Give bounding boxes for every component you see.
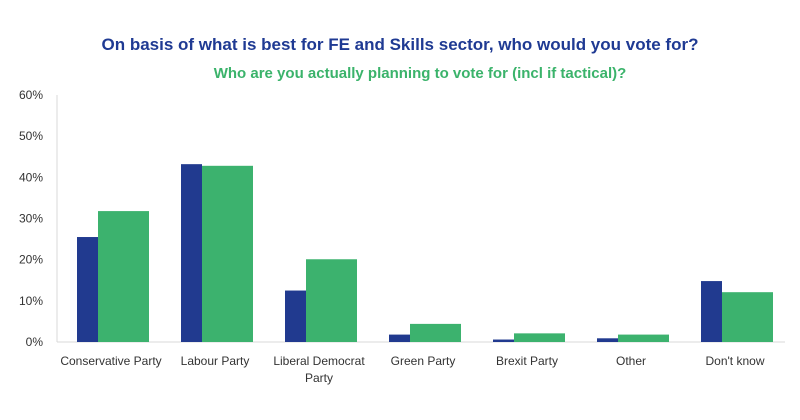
bar-series2: [98, 211, 149, 342]
x-tick-label: Brexit Party: [496, 354, 558, 368]
x-tick-label: Party: [305, 371, 333, 385]
x-tick-label: Don't know: [706, 354, 765, 368]
bar-series2: [722, 292, 773, 342]
y-tick-label: 40%: [19, 170, 43, 184]
bar-series1: [389, 334, 410, 342]
bar-series2: [618, 334, 669, 342]
bar-series1: [701, 281, 722, 342]
y-tick-label: 0%: [26, 335, 44, 349]
bar-series2: [306, 259, 357, 342]
bar-series1: [77, 237, 98, 342]
bar-series1: [285, 290, 306, 342]
y-tick-label: 60%: [19, 88, 43, 102]
y-tick-label: 30%: [19, 212, 43, 226]
bar-series2: [410, 323, 461, 342]
bar-series1: [597, 338, 618, 342]
x-tick-label: Labour Party: [181, 354, 250, 368]
chart-subtitle: Who are you actually planning to vote fo…: [213, 65, 627, 82]
chart-title: On basis of what is best for FE and Skil…: [101, 35, 699, 54]
bar-series1: [493, 339, 514, 342]
y-tick-label: 20%: [19, 253, 43, 267]
x-tick-label: Conservative Party: [60, 354, 161, 368]
x-tick-label: Other: [616, 354, 646, 368]
y-tick-label: 10%: [19, 294, 43, 308]
bar-series2: [202, 165, 253, 342]
x-tick-label: Liberal Democrat: [273, 354, 365, 368]
y-tick-label: 50%: [19, 129, 43, 143]
x-tick-label: Green Party: [391, 354, 456, 368]
bar-series1: [181, 164, 202, 342]
bar-series2: [514, 333, 565, 342]
